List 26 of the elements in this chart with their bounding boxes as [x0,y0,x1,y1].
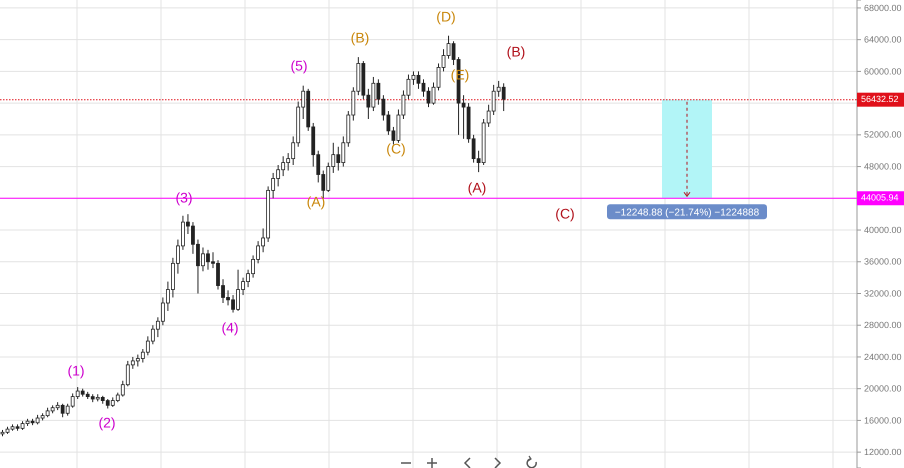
y-tick-label: 28000.00 [864,320,902,330]
y-tick-label: 24000.00 [864,352,902,362]
y-tick-label: 48000.00 [864,161,902,172]
annotation: (1) [67,362,85,379]
annotation: (B) [506,44,526,60]
y-tick-label: 36000.00 [864,256,902,267]
y-tick-label: 40000.00 [864,224,902,235]
annotation: (D) [436,8,456,25]
ref-line-label: 44005.94 [861,192,899,203]
y-tick-label: 12000.00 [864,447,902,458]
annotation: (B) [350,30,370,46]
annotation: (4) [221,320,239,336]
annotation: (C) [555,206,575,222]
y-tick-label: 68000.00 [864,2,902,13]
annotation: (5) [290,58,308,74]
y-tick-label: 64000.00 [864,34,902,45]
y-tick-label: 16000.00 [864,415,902,426]
annotation: (C) [386,140,406,157]
annotation: (A) [468,180,486,196]
ref-line-label: 56432.52 [861,94,899,104]
y-tick-label: 52000.00 [864,130,902,140]
band-label: −12248.88 (−21.74%) −1224888 [614,207,760,218]
y-tick-label: 32000.00 [864,288,902,298]
y-tick-label: 60000.00 [864,66,902,76]
annotation: (2) [98,414,116,431]
y-tick-label: 20000.00 [864,384,902,394]
